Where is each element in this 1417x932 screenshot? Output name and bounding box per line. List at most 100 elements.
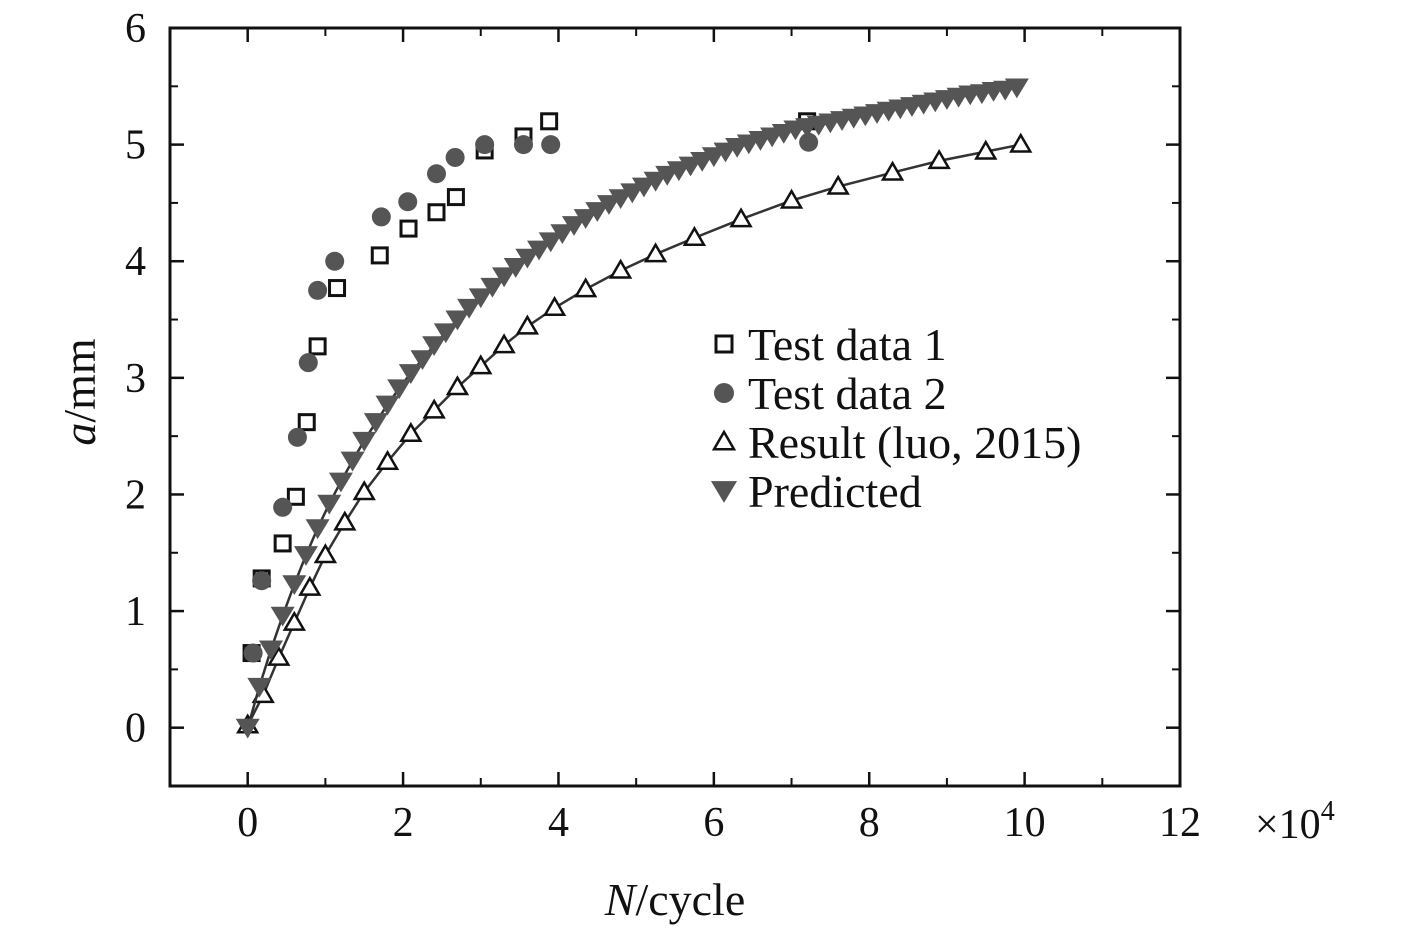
data-point (340, 451, 365, 472)
data-point (273, 534, 292, 553)
data-point (779, 188, 804, 209)
series-result-luo-2015 (236, 132, 1033, 734)
data-point (363, 413, 388, 433)
data-point (457, 298, 482, 319)
data-point (480, 277, 505, 298)
x-axis-symbol: N (604, 874, 638, 925)
data-point (293, 546, 318, 566)
x-tick-label: 4 (548, 800, 569, 846)
legend-entry: Predicted (711, 466, 922, 517)
data-point (422, 336, 447, 356)
data-point (287, 427, 307, 447)
x-tick-label: 8 (859, 800, 880, 846)
data-point (297, 413, 316, 432)
y-tick-label: 3 (125, 356, 146, 402)
data-point (682, 225, 707, 247)
y-tick-label: 5 (125, 123, 146, 169)
data-point (325, 251, 345, 271)
data-point (542, 295, 567, 317)
plot-area (235, 78, 1033, 739)
data-point (826, 174, 850, 195)
data-point (799, 132, 819, 152)
data-point (422, 398, 446, 419)
data-point (503, 258, 528, 278)
data-point (313, 543, 338, 564)
data-point (352, 431, 377, 452)
data-point (328, 472, 353, 493)
plot-frame (168, 26, 1182, 788)
y-tick-label: 0 (125, 706, 146, 752)
data-point (426, 164, 446, 184)
y-tick-label: 2 (125, 472, 146, 518)
y-tick-label: 1 (125, 589, 146, 635)
data-point (515, 248, 540, 269)
y-tick-label: 4 (125, 239, 146, 285)
data-point (375, 449, 400, 470)
data-point (370, 246, 389, 265)
data-point (562, 216, 586, 236)
y-axis-title: a/mm (54, 338, 105, 446)
x-tick-label: 2 (393, 800, 414, 846)
data-point (375, 395, 400, 416)
data-point (259, 640, 283, 661)
data-point (273, 497, 293, 517)
data-point (1009, 132, 1033, 153)
legend-label: Test data 2 (748, 368, 947, 419)
data-point (974, 139, 998, 160)
legend-label: Predicted (748, 466, 922, 517)
data-point (308, 337, 327, 356)
data-point (398, 364, 423, 384)
data-point (492, 267, 517, 288)
y-axis-symbol: a (54, 423, 105, 446)
data-point (541, 135, 561, 155)
data-point (399, 421, 423, 442)
data-point (410, 350, 435, 370)
data-point (446, 188, 465, 207)
data-point (267, 645, 291, 666)
x-multiplier-label: ×104 (1255, 796, 1335, 848)
data-point (247, 677, 272, 698)
data-point (927, 148, 951, 170)
data-point (433, 323, 458, 344)
x-tick-label: 6 (703, 800, 724, 846)
data-point (540, 112, 559, 131)
data-point (468, 288, 493, 309)
data-point (1004, 78, 1029, 99)
data-point (305, 519, 330, 540)
data-point (282, 610, 306, 631)
data-point (286, 487, 305, 506)
x-tick-label: 0 (237, 800, 258, 846)
data-point (445, 310, 470, 331)
legend-entry: Test data 2 (714, 368, 947, 419)
data-point (282, 575, 307, 596)
data-point (328, 279, 347, 298)
x-tick-label: 10 (1004, 800, 1046, 846)
x-multiplier-exponent: 4 (1321, 796, 1335, 827)
legend-entry: Result (luo, 2015) (711, 417, 1081, 468)
data-point (729, 207, 753, 228)
data-point (445, 375, 470, 396)
data-point (298, 575, 322, 596)
data-point (317, 494, 342, 515)
legend-label: Result (luo, 2015) (748, 417, 1081, 468)
data-point (550, 224, 575, 245)
data-point (608, 258, 633, 279)
data-point (445, 147, 465, 167)
data-point (631, 177, 656, 198)
data-point (880, 160, 905, 181)
data-point (399, 219, 418, 238)
data-point (371, 207, 391, 227)
x-axis-title: N/cycle (604, 874, 746, 925)
data-point (308, 280, 328, 300)
data-point (620, 183, 645, 204)
data-point (492, 333, 516, 354)
data-point (469, 354, 493, 375)
data-point (398, 192, 418, 212)
data-point (243, 643, 263, 663)
data-point (270, 606, 295, 627)
data-point (538, 232, 563, 253)
data-point (527, 240, 552, 261)
series-test-data-2 (243, 132, 819, 663)
